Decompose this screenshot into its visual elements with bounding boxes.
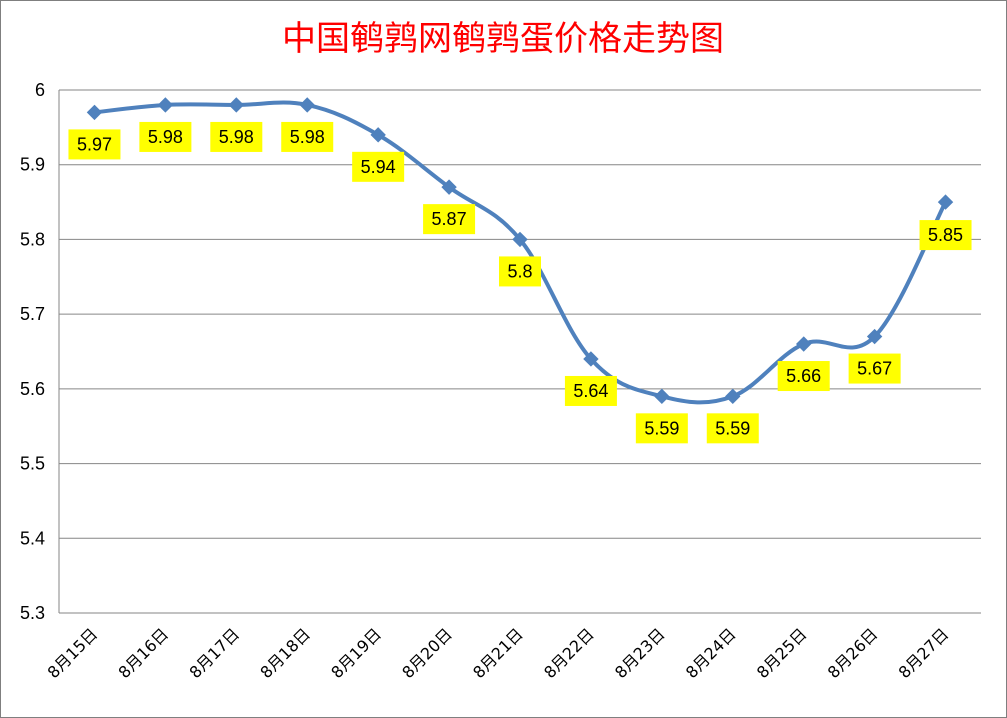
gridlines <box>58 89 981 614</box>
data-point-marker <box>725 388 741 405</box>
data-label-background <box>68 129 121 160</box>
data-label-text: 5.64 <box>573 381 608 401</box>
data-label: 5.87 <box>423 204 476 235</box>
x-tick-label: 8月18日 <box>256 624 314 682</box>
data-label-background <box>423 204 476 235</box>
data-label: 5.64 <box>564 375 617 406</box>
x-tick-label: 8月15日 <box>44 624 102 682</box>
data-label-background <box>352 151 405 182</box>
data-point-marker <box>370 127 386 143</box>
x-axis-ticks: 8月15日 8月16日 8月17日 8月18日 8月19日 8月20日 8月21日 8月22日… <box>44 624 953 682</box>
x-tick-label: 8月17日 <box>185 624 243 682</box>
y-tick-label: 6 <box>35 80 45 100</box>
data-label: 5.66 <box>777 361 830 392</box>
data-label-background <box>777 361 830 392</box>
y-tick-label: 5.4 <box>20 528 45 548</box>
y-tick-label: 5.8 <box>20 229 45 249</box>
data-label-background <box>919 220 972 251</box>
data-label-text: 5.98 <box>290 127 325 147</box>
data-point-marker <box>937 194 954 210</box>
data-label-background <box>848 353 901 384</box>
x-tick-label: 8月20日 <box>398 624 456 682</box>
data-label: 5.98 <box>139 121 192 152</box>
data-label-text: 5.87 <box>432 209 467 229</box>
data-point-marker <box>157 97 174 113</box>
x-tick-label: 8月22日 <box>540 624 598 682</box>
data-label: 5.67 <box>848 353 901 384</box>
data-label-text: 5.94 <box>361 157 396 177</box>
x-tick-label: 8月19日 <box>327 624 385 682</box>
data-label-text: 5.98 <box>148 127 183 147</box>
data-point-marker <box>583 351 599 367</box>
x-tick-label: 8月26日 <box>824 624 882 682</box>
data-label: 5.98 <box>210 121 263 152</box>
data-labels: 5.97 5.98 5.98 5.98 5.94 5.87 5.8 5.64 5.59 5.59 5… <box>68 121 972 444</box>
x-tick-label: 8月24日 <box>682 624 740 682</box>
x-tick-label: 8月21日 <box>469 624 527 682</box>
data-label: 5.94 <box>352 151 405 182</box>
data-point-marker <box>654 388 670 405</box>
data-point-marker <box>512 231 528 248</box>
data-point-marker <box>228 97 245 113</box>
y-tick-label: 5.6 <box>20 379 45 399</box>
y-tick-label: 5.3 <box>20 603 45 623</box>
data-label-text: 5.85 <box>928 225 963 245</box>
data-point-marker <box>299 97 315 113</box>
data-point-marker <box>441 179 457 195</box>
x-tick-label: 8月23日 <box>611 624 669 682</box>
data-label-text: 5.59 <box>715 418 750 438</box>
data-point-marker <box>86 104 103 121</box>
data-label-background <box>499 256 541 287</box>
data-label: 5.97 <box>68 129 121 160</box>
data-label-text: 5.66 <box>786 366 821 386</box>
data-point-marker <box>795 336 812 352</box>
data-label-background <box>706 413 759 444</box>
x-tick-label: 8月25日 <box>753 624 811 682</box>
data-label-text: 5.8 <box>507 261 532 281</box>
x-tick-label: 8月16日 <box>115 624 173 682</box>
data-point-marker <box>866 328 883 345</box>
data-label-background <box>210 121 263 152</box>
x-tick-label: 8月27日 <box>895 624 953 682</box>
data-label-background <box>139 121 192 152</box>
data-label-background <box>564 375 617 406</box>
data-label-text: 5.98 <box>219 127 254 147</box>
data-label: 5.98 <box>281 121 334 152</box>
data-label-background <box>281 121 334 152</box>
data-label-text: 5.59 <box>644 418 679 438</box>
data-label-text: 5.97 <box>77 134 112 154</box>
y-axis-ticks: 6 5.9 5.8 5.7 5.6 5.5 5.4 5.3 <box>20 80 45 623</box>
y-tick-label: 5.5 <box>20 454 45 474</box>
data-label: 5.8 <box>499 256 541 287</box>
data-label: 5.85 <box>919 220 972 251</box>
chart-title: 中国鹌鹑网鹌鹑蛋价格走势图 <box>282 19 724 59</box>
data-label: 5.59 <box>635 413 688 444</box>
y-tick-label: 5.9 <box>20 155 45 175</box>
data-label-background <box>635 413 688 444</box>
y-tick-label: 5.7 <box>20 304 45 324</box>
data-label-text: 5.67 <box>857 359 892 379</box>
data-label: 5.59 <box>706 413 759 444</box>
